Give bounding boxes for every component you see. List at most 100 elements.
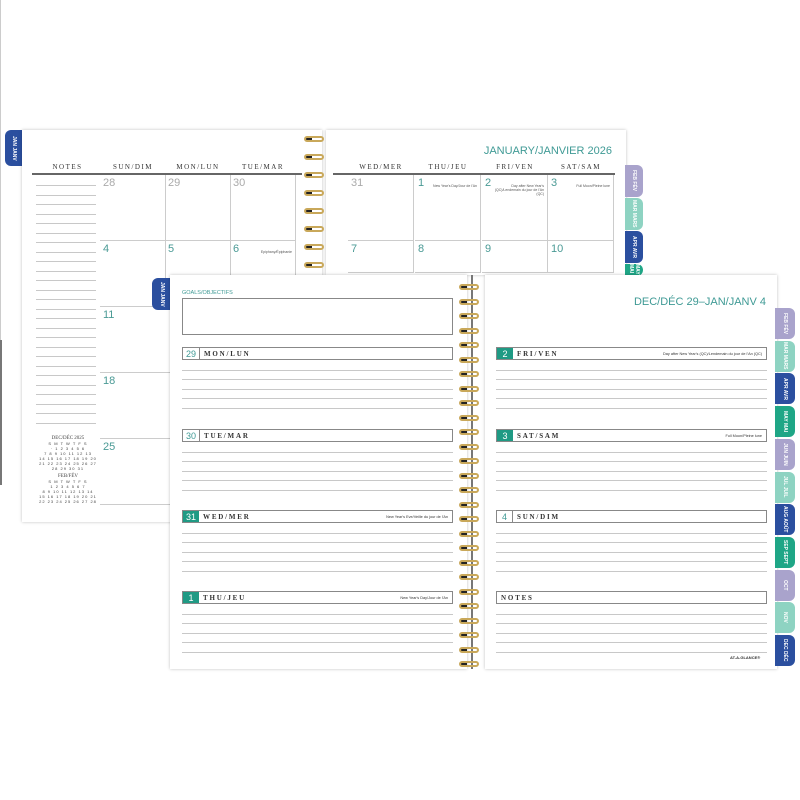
day-number: 18 <box>103 375 116 387</box>
holiday-text: Full Moon/Pleine lune <box>576 184 610 188</box>
writing-line <box>182 398 453 400</box>
writing-line <box>496 623 767 625</box>
day-cell[interactable]: 4 <box>100 241 166 307</box>
note-line <box>36 299 96 300</box>
day-header[interactable]: 30 TUE/MAR <box>182 429 453 442</box>
side-tab[interactable]: MAR MARS <box>775 340 795 372</box>
day-number: 3 <box>497 430 513 441</box>
day-header[interactable]: 3 SAT/SAM Full Moon/Pleine lune <box>496 429 767 442</box>
day-cell[interactable]: 31 <box>348 175 414 241</box>
day-cell[interactable]: 29 <box>165 175 231 241</box>
spiral-coil <box>459 414 479 421</box>
note-line <box>36 327 96 329</box>
header-rule <box>32 173 302 175</box>
spiral-coil <box>459 385 479 392</box>
side-tab[interactable]: MAY MAI <box>775 406 795 438</box>
day-cell[interactable]: 18 <box>100 373 170 439</box>
side-tab[interactable]: AUG AOÛT <box>775 504 795 536</box>
day-number: 25 <box>103 441 116 453</box>
note-line <box>36 365 96 367</box>
note-line <box>36 280 96 281</box>
tab-jan[interactable]: JAN JANV <box>5 130 23 166</box>
spiral-coil <box>304 262 324 268</box>
note-line <box>36 384 96 386</box>
front-right-page <box>485 275 777 669</box>
note-line <box>36 185 96 186</box>
column-header: TUE/MAR <box>242 163 284 171</box>
day-cell[interactable]: 3 Full Moon/Pleine lune <box>548 175 614 241</box>
holiday-text: Day after New Year's (QC)/Lendemain du j… <box>663 351 762 356</box>
spine <box>471 275 473 669</box>
day-number: 9 <box>485 243 492 255</box>
note-line <box>36 289 96 291</box>
writing-line <box>496 379 767 381</box>
day-header[interactable]: 2 FRI/VEN Day after New Year's (QC)/Lendem… <box>496 347 767 360</box>
writing-line <box>182 542 453 544</box>
day-cell[interactable]: 7 <box>348 241 414 273</box>
goals-box[interactable] <box>182 298 453 335</box>
writing-line <box>182 551 453 553</box>
side-tab[interactable]: JUL JUIL <box>775 471 795 503</box>
day-number: 4 <box>103 243 110 255</box>
tab-jan[interactable]: JAN JANV <box>152 278 172 310</box>
writing-line <box>182 379 453 381</box>
writing-line <box>182 480 453 482</box>
spiral-coil <box>304 136 324 142</box>
day-number: 30 <box>183 430 201 441</box>
spiral-coil <box>459 284 479 290</box>
note-line <box>36 204 96 205</box>
day-number: 4 <box>497 511 513 522</box>
day-header[interactable]: 31 WED/MER New Year's Eve/Veille du jour d… <box>182 510 453 523</box>
writing-line <box>182 623 453 625</box>
writing-line <box>496 480 767 482</box>
day-cell[interactable]: 25 <box>100 439 170 505</box>
day-cell[interactable]: 30 <box>230 175 296 241</box>
writing-line <box>182 490 453 491</box>
day-header[interactable]: 4 SUN/DIM <box>496 510 767 523</box>
day-cell[interactable]: 2 Day after New Year's (QC)/Lendemain du … <box>482 175 548 241</box>
notes-header: NOTES <box>52 163 83 171</box>
day-cell[interactable]: 9 <box>482 241 548 273</box>
spiral-coil <box>304 190 324 196</box>
note-line <box>36 242 96 243</box>
writing-line <box>496 542 767 544</box>
day-header[interactable]: 29 MON/LUN <box>182 347 453 360</box>
note-line <box>36 261 96 262</box>
spiral-coil <box>459 487 479 493</box>
side-tab[interactable]: APR AVR <box>775 373 795 405</box>
day-cell[interactable]: 28 <box>100 175 166 241</box>
note-line <box>36 413 96 414</box>
writing-line <box>496 652 767 653</box>
spiral-coil <box>459 443 479 450</box>
writing-line <box>182 470 453 472</box>
side-tab[interactable]: FEB FÉV <box>775 308 795 339</box>
day-label: THU/JEU <box>203 593 246 602</box>
day-cell[interactable]: 8 <box>415 241 481 273</box>
side-tab[interactable]: SEP SEPT <box>775 536 795 568</box>
holiday-text: Epiphany/Épiphanie <box>260 250 292 254</box>
day-label: TUE/MAR <box>204 431 250 440</box>
side-tab[interactable]: DEC DÉC <box>775 635 795 666</box>
side-tab[interactable]: FEB FÉV <box>625 165 643 197</box>
day-header[interactable]: 1 THU/JEU New Year's Day/Jour de l'An <box>182 591 453 604</box>
column-header: FRI/VEN <box>496 163 534 171</box>
column-header: SAT/SAM <box>560 163 602 171</box>
holiday-text: New Year's Day/Jour de l'An <box>433 184 477 188</box>
side-tab[interactable]: MAR MARS <box>625 198 643 230</box>
note-line <box>36 337 96 338</box>
day-cell[interactable]: 1 New Year's Day/Jour de l'An <box>415 175 481 241</box>
side-tab[interactable]: APR AVR <box>625 231 643 263</box>
writing-line <box>182 532 453 534</box>
spiral-coil <box>459 458 479 464</box>
note-line <box>36 194 96 196</box>
day-cell[interactable]: 11 <box>100 307 170 373</box>
day-cell[interactable]: 10 <box>548 241 614 273</box>
side-tab[interactable]: OCT <box>775 569 795 601</box>
note-line <box>36 394 96 395</box>
writing-line <box>496 398 767 400</box>
side-tab[interactable]: NOV <box>775 602 795 634</box>
side-tab[interactable]: MAY MAI <box>625 264 643 276</box>
side-tab[interactable]: JUN JUIN <box>775 438 795 470</box>
